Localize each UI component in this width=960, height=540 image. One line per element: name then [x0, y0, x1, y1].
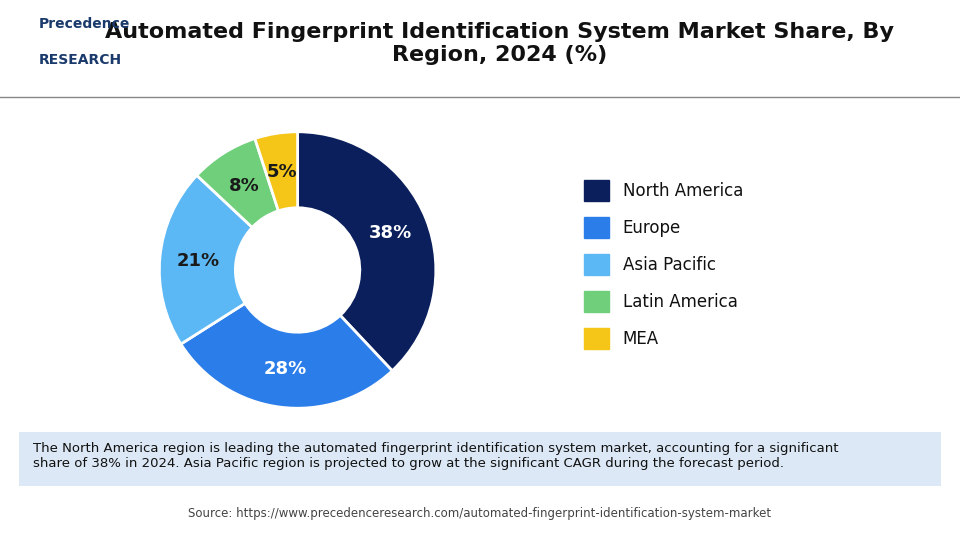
Text: RESEARCH: RESEARCH	[38, 53, 122, 68]
Text: Source: https://www.precedenceresearch.com/automated-fingerprint-identification-: Source: https://www.precedenceresearch.c…	[188, 507, 772, 519]
Wedge shape	[255, 132, 298, 211]
Wedge shape	[159, 176, 252, 344]
Text: 8%: 8%	[228, 177, 259, 195]
Text: 28%: 28%	[263, 360, 307, 378]
Wedge shape	[180, 303, 393, 408]
Wedge shape	[298, 132, 436, 371]
Text: 21%: 21%	[177, 252, 220, 269]
Text: 38%: 38%	[369, 224, 412, 242]
Text: 5%: 5%	[267, 163, 298, 181]
FancyBboxPatch shape	[10, 431, 950, 487]
Wedge shape	[197, 139, 278, 227]
Text: The North America region is leading the automated fingerprint identification sys: The North America region is leading the …	[33, 442, 838, 470]
Text: Automated Fingerprint Identification System Market Share, By
Region, 2024 (%): Automated Fingerprint Identification Sys…	[105, 22, 894, 65]
Legend: North America, Europe, Asia Pacific, Latin America, MEA: North America, Europe, Asia Pacific, Lat…	[585, 180, 743, 349]
Text: Precedence: Precedence	[38, 17, 130, 31]
